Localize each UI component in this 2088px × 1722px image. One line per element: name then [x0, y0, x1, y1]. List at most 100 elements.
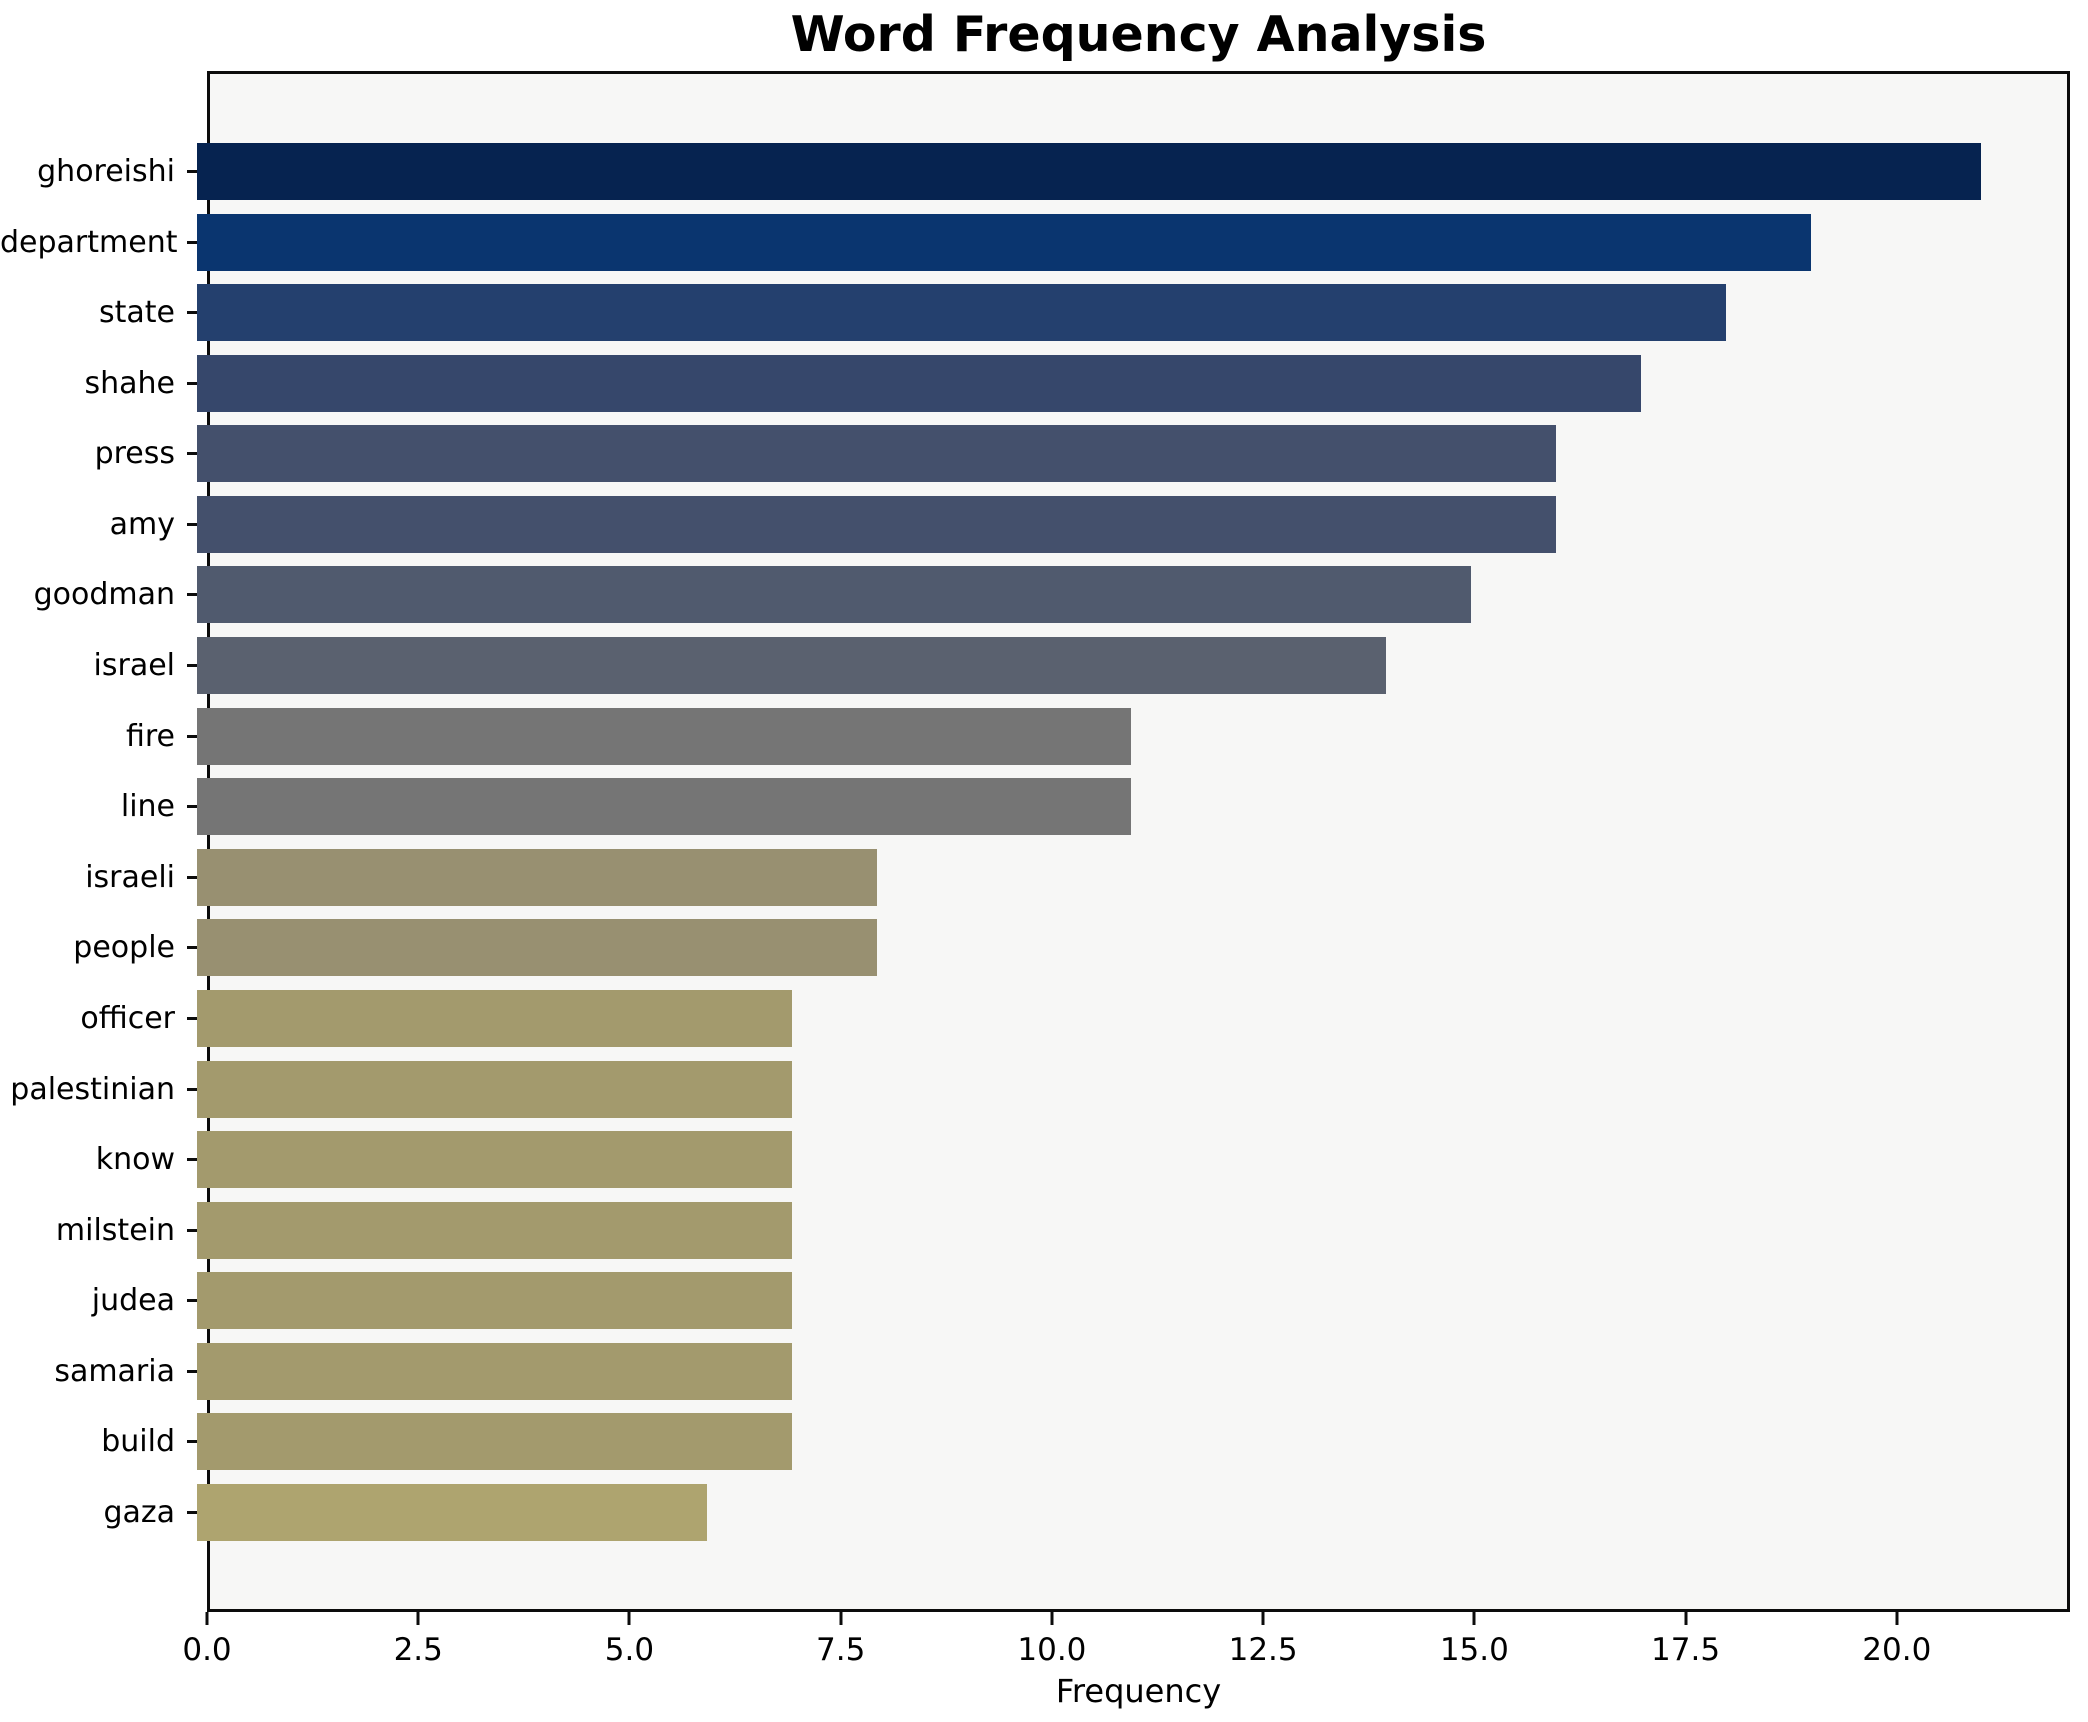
bar-row: build — [0, 1413, 2070, 1471]
bar-row: judea — [0, 1272, 2070, 1330]
bar-row: gaza — [0, 1483, 2070, 1541]
bar-track — [197, 1342, 2070, 1400]
bar — [197, 1201, 792, 1259]
bar — [197, 919, 877, 977]
bar-track — [197, 707, 2070, 765]
bar-row: goodman — [0, 566, 2070, 624]
bar — [197, 1342, 792, 1400]
y-tick-mark — [187, 1299, 197, 1303]
x-tick-label: 0.0 — [182, 1632, 232, 1668]
y-tick-mark — [187, 1510, 197, 1514]
bar-track — [197, 143, 2070, 200]
bars-container: ghoreishi department state shahe press amy goo… — [0, 71, 2070, 1612]
bar — [197, 989, 792, 1047]
x-tick-label: 2.5 — [393, 1632, 443, 1668]
y-tick-label: amy — [109, 506, 175, 542]
bar — [197, 1413, 792, 1471]
bar-track — [197, 495, 2070, 553]
bar — [197, 1272, 792, 1330]
bar — [197, 213, 1811, 271]
x-tick-label: 7.5 — [816, 1632, 866, 1668]
y-tick-mark — [187, 1228, 197, 1232]
bar-track — [197, 637, 2070, 695]
x-tick-label: 5.0 — [604, 1632, 655, 1668]
bar-row: amy — [0, 495, 2070, 553]
bar-row: palestinian — [0, 1060, 2070, 1118]
bar-row: officer — [0, 989, 2070, 1047]
y-tick-label: press — [94, 436, 175, 472]
bar — [197, 637, 1387, 695]
y-tick-label: judea — [91, 1283, 175, 1319]
bar-row: israel — [0, 637, 2070, 695]
y-tick-label: department — [0, 224, 178, 260]
bar-row: fire — [0, 707, 2070, 765]
y-tick-mark — [187, 452, 197, 456]
y-tick-mark — [187, 1369, 197, 1373]
y-tick-label: shahe — [84, 365, 176, 401]
y-tick-mark — [187, 240, 197, 244]
bar — [197, 707, 1132, 765]
x-tick-mark — [416, 1612, 420, 1625]
bar-row: people — [0, 919, 2070, 977]
bar — [197, 1483, 707, 1541]
x-tick-label: 12.5 — [1228, 1632, 1298, 1668]
bar-track — [197, 213, 2070, 271]
x-tick-mark — [1895, 1612, 1899, 1625]
y-tick-mark — [187, 875, 197, 879]
y-tick-mark — [187, 311, 197, 315]
bar-track — [197, 1483, 2070, 1541]
bar — [197, 1060, 792, 1118]
x-tick-mark — [839, 1612, 843, 1625]
bar-track — [197, 778, 2070, 836]
chart-title: Word Frequency Analysis — [790, 6, 1487, 63]
x-tick-label: 20.0 — [1862, 1632, 1932, 1668]
bar — [197, 848, 877, 906]
y-tick-label: build — [101, 1424, 175, 1460]
bar-track — [197, 425, 2070, 483]
y-tick-label: line — [120, 789, 175, 825]
y-tick-label: know — [95, 1142, 175, 1178]
bar-row: ghoreishi — [0, 143, 2070, 200]
y-tick-label: people — [73, 930, 175, 966]
y-tick-label: israeli — [85, 859, 175, 895]
x-tick-mark — [1261, 1612, 1265, 1625]
y-tick-label: officer — [80, 1000, 175, 1036]
x-tick-mark — [1050, 1612, 1054, 1625]
y-tick-label: israel — [93, 648, 175, 684]
y-tick-mark — [187, 734, 197, 738]
bar-row: shahe — [0, 354, 2070, 412]
y-tick-label: samaria — [54, 1353, 175, 1389]
y-tick-label: fire — [125, 718, 175, 754]
bar — [197, 495, 1557, 553]
y-tick-mark — [187, 381, 197, 385]
x-tick-mark — [1472, 1612, 1476, 1625]
bar-track — [197, 1131, 2070, 1189]
y-tick-mark — [187, 170, 197, 173]
bar-row: press — [0, 425, 2070, 483]
bar-track — [197, 1201, 2070, 1259]
y-tick-mark — [187, 1016, 197, 1020]
x-tick-mark — [205, 1612, 209, 1625]
bar-row: samaria — [0, 1342, 2070, 1400]
bar — [197, 143, 1981, 200]
bar-track — [197, 566, 2070, 624]
bar-track — [197, 989, 2070, 1047]
y-tick-mark — [187, 664, 197, 668]
bar-row: state — [0, 284, 2070, 342]
x-tick-label: 10.0 — [1017, 1632, 1087, 1668]
bar-row: department — [0, 213, 2070, 271]
x-axis: 0.0 2.5 5.0 7.5 10.0 12.5 15.0 17.5 20.0 — [182, 1612, 2070, 1682]
x-tick-label: 17.5 — [1651, 1632, 1721, 1668]
y-tick-mark — [187, 522, 197, 526]
bar-track — [197, 1272, 2070, 1330]
bar-row: line — [0, 778, 2070, 836]
x-tick-mark — [1684, 1612, 1688, 1625]
bar-track — [197, 919, 2070, 977]
bar-track — [197, 1060, 2070, 1118]
y-tick-label: palestinian — [10, 1071, 175, 1107]
bar-track — [197, 848, 2070, 906]
y-tick-mark — [187, 805, 197, 809]
bar — [197, 778, 1132, 836]
x-tick-label: 15.0 — [1439, 1632, 1509, 1668]
